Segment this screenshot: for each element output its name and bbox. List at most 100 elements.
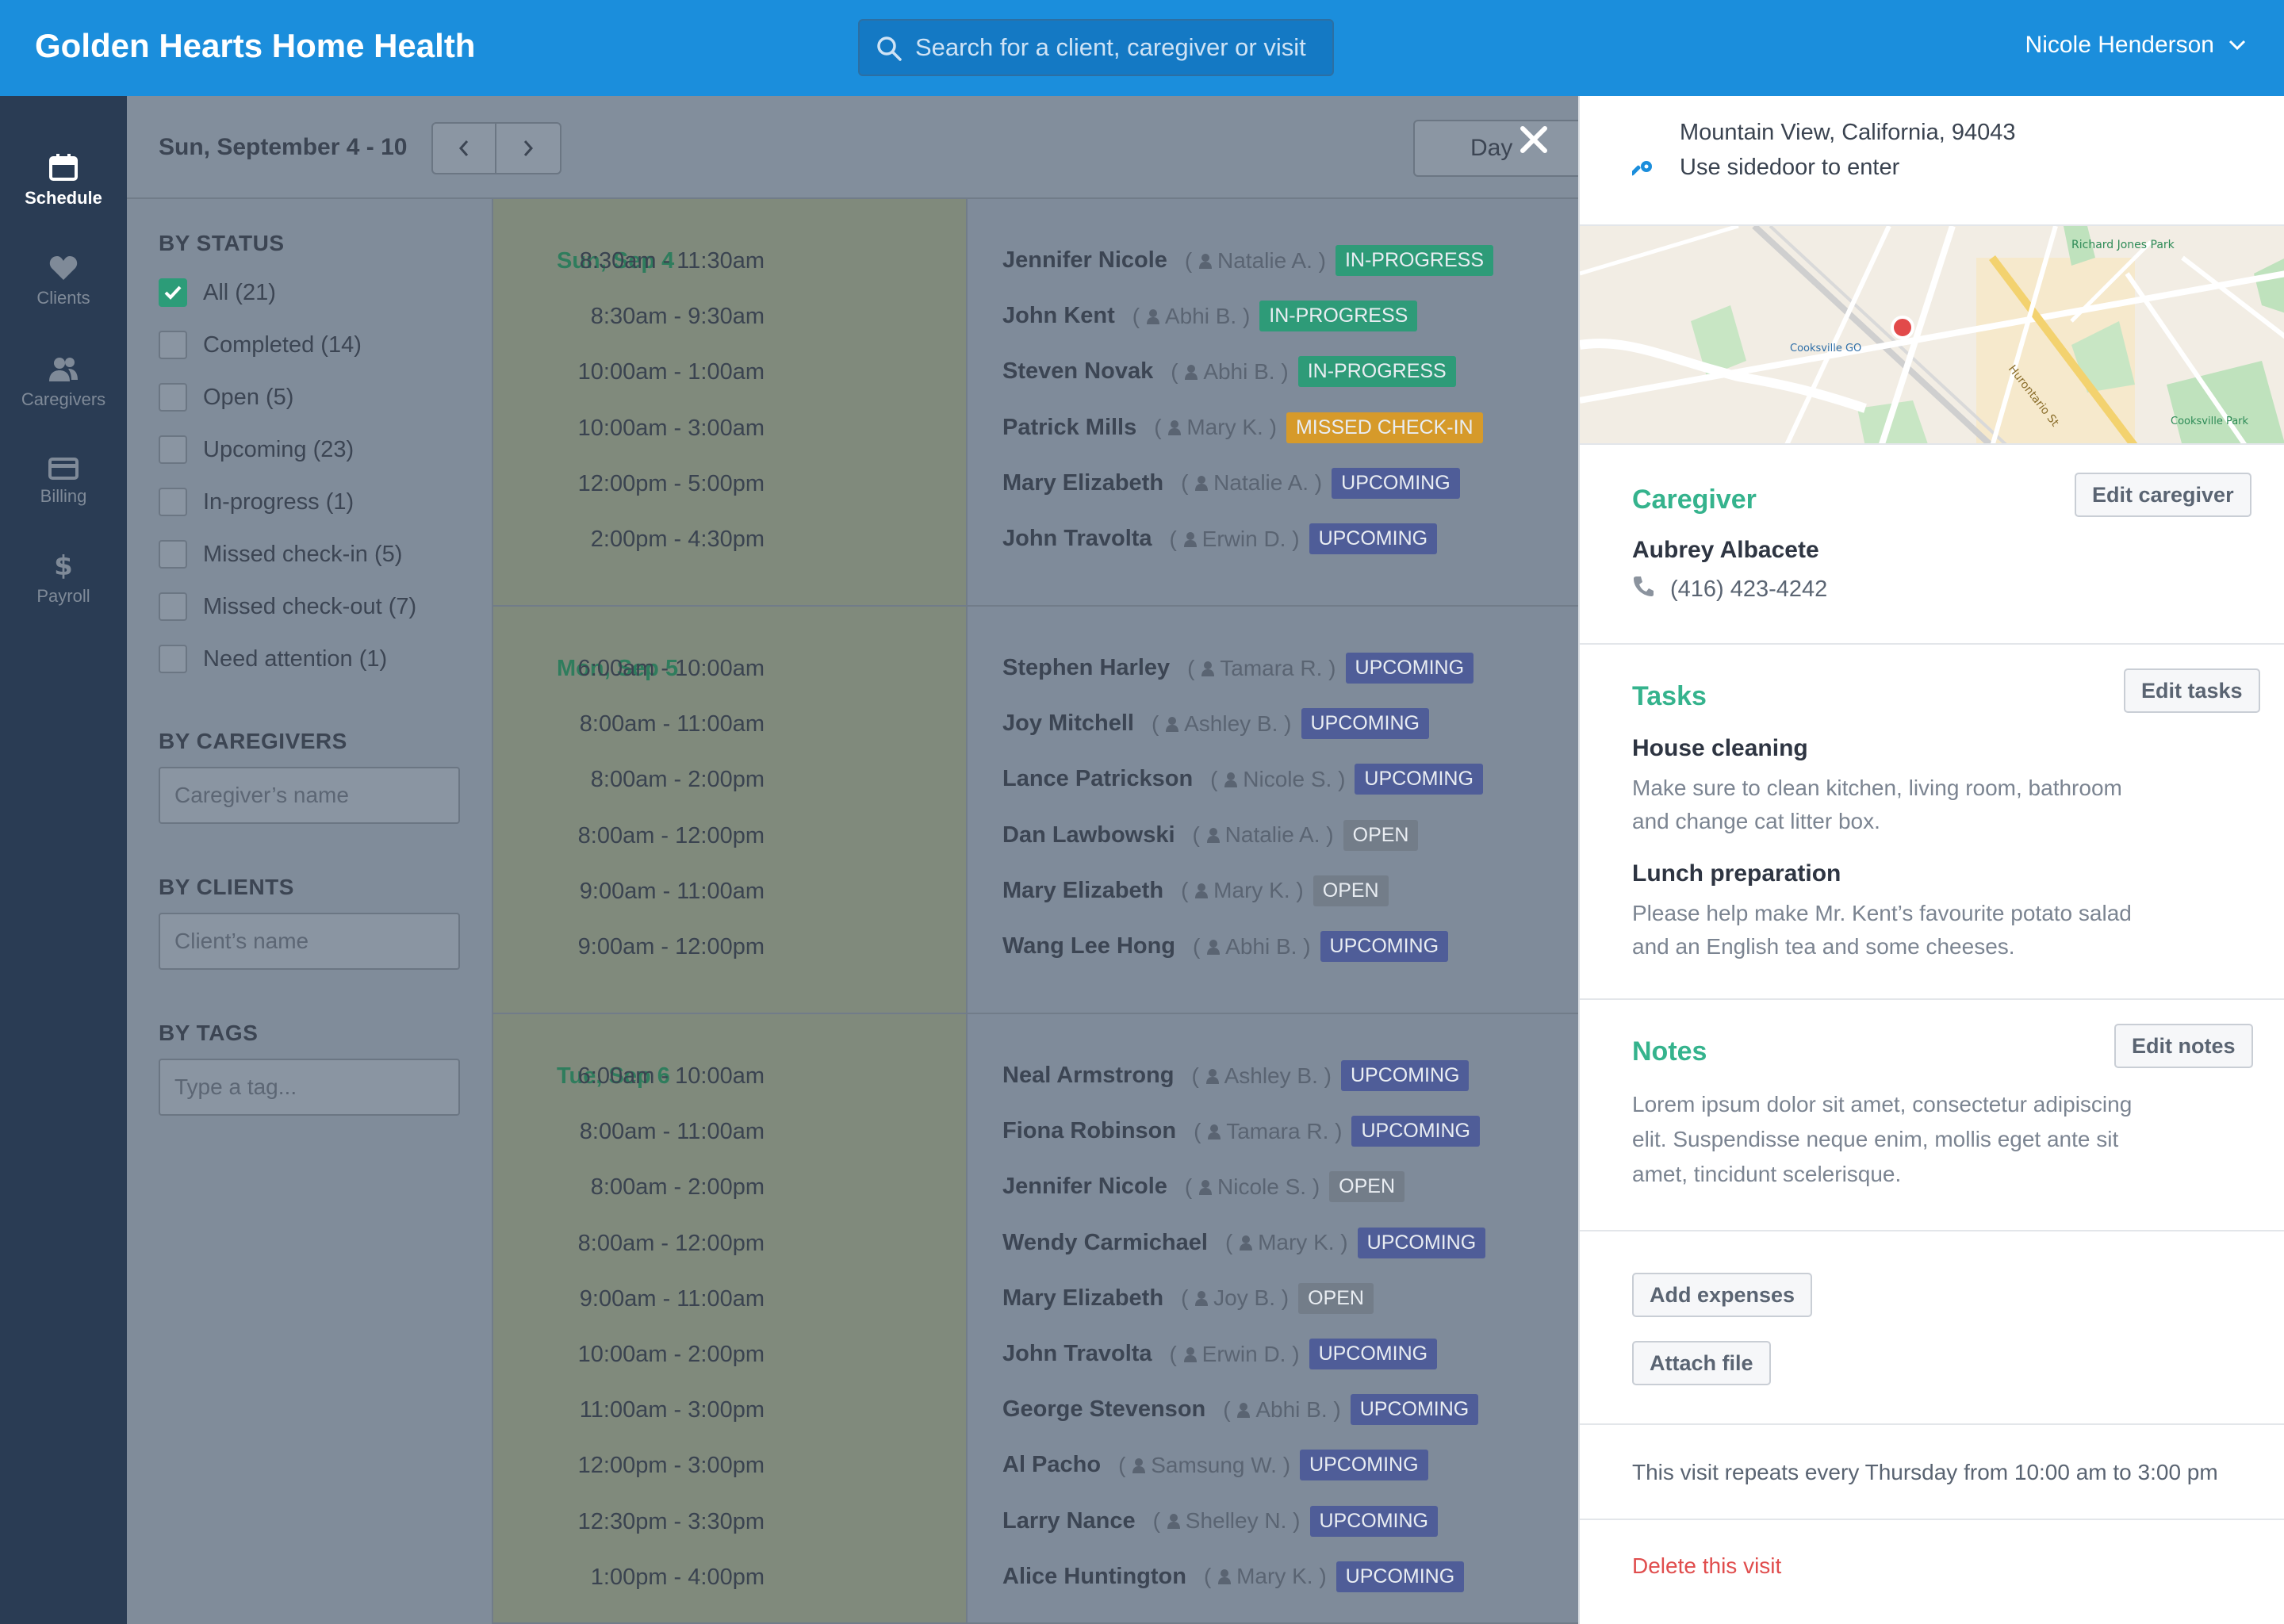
visit-client-name[interactable]: John Kent xyxy=(1002,303,1115,329)
visit-row[interactable]: Alice Huntington ( Mary K. ) UPCOMING xyxy=(1002,1561,1465,1592)
user-icon xyxy=(1168,420,1182,436)
visit-client-name[interactable]: Mary Elizabeth xyxy=(1002,469,1164,496)
visit-row[interactable]: Steven Novak ( Abhi B. ) IN-PROGRESS xyxy=(1002,356,1456,388)
user-icon xyxy=(1240,1235,1253,1251)
visit-client-name[interactable]: Lance Patrickson xyxy=(1002,766,1194,792)
status-checkbox[interactable] xyxy=(159,488,187,516)
visit-client-name[interactable]: Joy Mitchell xyxy=(1002,710,1134,737)
visit-row[interactable]: Neal Armstrong ( Ashley B. ) UPCOMING xyxy=(1002,1060,1470,1091)
visit-row[interactable]: Fiona Robinson ( Tamara R. ) UPCOMING xyxy=(1002,1116,1480,1147)
status-badge: UPCOMING xyxy=(1332,467,1460,499)
visit-client-name[interactable]: Jennifer Nicole xyxy=(1002,1174,1167,1200)
visit-row[interactable]: Mary Elizabeth ( Natalie A. ) UPCOMING xyxy=(1002,467,1460,499)
status-filter-option[interactable]: In-progress (1) xyxy=(159,488,354,516)
search-input[interactable]: Search for a client, caregiver or visit xyxy=(858,19,1334,76)
prev-week-button[interactable] xyxy=(431,122,496,174)
visit-client-name[interactable]: Wang Lee Hong xyxy=(1002,933,1176,959)
caregiver-name-input[interactable]: Caregiver’s name xyxy=(159,767,460,824)
visit-client-name[interactable]: Patrick Mills xyxy=(1002,414,1137,440)
visit-client-name[interactable]: John Travolta xyxy=(1002,1341,1152,1366)
day-view-button[interactable]: Day xyxy=(1413,120,1580,177)
nav-item-payroll[interactable]: $ Payroll xyxy=(0,551,127,607)
nav-item-clients[interactable]: Clients xyxy=(0,255,127,308)
visit-client-name[interactable]: Mary Elizabeth xyxy=(1002,1285,1164,1311)
status-badge: UPCOMING xyxy=(1351,1116,1480,1147)
visit-client-name[interactable]: George Stevenson xyxy=(1002,1396,1206,1423)
user-menu[interactable]: Nicole Henderson xyxy=(2025,32,2246,59)
visit-row[interactable]: Larry Nance ( Shelley N. ) UPCOMING xyxy=(1002,1505,1438,1537)
delete-visit-link[interactable]: Delete this visit xyxy=(1632,1553,1782,1578)
visit-row[interactable]: Lance Patrickson ( Nicole S. ) UPCOMING xyxy=(1002,764,1483,795)
status-filter-option[interactable]: Upcoming (23) xyxy=(159,435,354,464)
nav-item-caregivers[interactable]: Caregivers xyxy=(0,356,127,410)
status-filter-option[interactable]: Open (5) xyxy=(159,383,293,412)
visit-caregiver-name: Erwin D. xyxy=(1201,1341,1286,1366)
visit-row[interactable]: Joy Mitchell ( Ashley B. ) UPCOMING xyxy=(1002,708,1429,740)
visit-row[interactable]: Al Pacho ( Samsung W. ) UPCOMING xyxy=(1002,1450,1428,1481)
visit-row[interactable]: Dan Lawbowski ( Natalie A. ) OPEN xyxy=(1002,819,1419,851)
visit-row[interactable]: Mary Elizabeth ( Mary K. ) OPEN xyxy=(1002,875,1389,906)
location-map[interactable]: Richard Jones Park Cooksville GO Cooksvi… xyxy=(1580,224,2284,445)
nav-label-caregivers: Caregivers xyxy=(21,389,106,409)
status-checkbox[interactable] xyxy=(159,592,187,621)
user-icon xyxy=(1183,531,1197,547)
status-checkbox[interactable] xyxy=(159,383,187,412)
visit-row[interactable]: John Kent ( Abhi B. ) IN-PROGRESS xyxy=(1002,301,1418,332)
visit-client-name[interactable]: Neal Armstrong xyxy=(1002,1063,1175,1088)
status-filter-option[interactable]: Completed (14) xyxy=(159,331,362,359)
status-checkbox[interactable] xyxy=(159,540,187,569)
visit-row[interactable]: Stephen Harley ( Tamara R. ) UPCOMING xyxy=(1002,653,1474,684)
status-filter-option[interactable]: All (21) xyxy=(159,278,276,307)
add-expenses-button[interactable]: Add expenses xyxy=(1632,1273,1813,1317)
attach-file-button[interactable]: Attach file xyxy=(1632,1341,1771,1385)
edit-caregiver-button[interactable]: Edit caregiver xyxy=(2075,473,2251,517)
status-checkbox[interactable] xyxy=(159,645,187,673)
visit-row[interactable]: John Travolta ( Erwin D. ) UPCOMING xyxy=(1002,1339,1438,1369)
visit-client-name[interactable]: John Travolta xyxy=(1002,526,1152,551)
visit-row[interactable]: Patrick Mills ( Mary K. ) MISSED CHECK-IN xyxy=(1002,412,1483,443)
visit-row[interactable]: George Stevenson ( Abhi B. ) UPCOMING xyxy=(1002,1394,1479,1426)
status-filter-option[interactable]: Missed check-in (5) xyxy=(159,540,402,569)
visit-client-name[interactable]: Jennifer Nicole xyxy=(1002,247,1167,273)
visit-row[interactable]: Jennifer Nicole ( Nicole S. ) OPEN xyxy=(1002,1171,1405,1203)
app-title[interactable]: Golden Hearts Home Health xyxy=(35,27,476,64)
status-filter-option[interactable]: Need attention (1) xyxy=(159,645,387,673)
visit-caregiver-name: Abhi B. xyxy=(1203,358,1275,384)
status-checkbox[interactable] xyxy=(159,331,187,359)
nav-item-billing[interactable]: Billing xyxy=(0,458,127,507)
visit-client-name[interactable]: Alice Huntington xyxy=(1002,1563,1186,1589)
credit-card-icon xyxy=(48,458,79,480)
visit-caregiver: ( Natalie A. ) xyxy=(1181,470,1323,496)
visit-client-name[interactable]: Steven Novak xyxy=(1002,358,1154,385)
edit-notes-button[interactable]: Edit notes xyxy=(2114,1024,2253,1068)
status-filter-option[interactable]: Missed check-out (7) xyxy=(159,592,416,621)
visit-caregiver-name: Mary K. xyxy=(1186,415,1263,440)
tag-input[interactable]: Type a tag... xyxy=(159,1059,460,1116)
status-checkbox[interactable] xyxy=(159,278,187,307)
close-icon[interactable] xyxy=(1518,124,1550,155)
schedule-toolbar: Sun, September 4 - 10 Day xyxy=(127,96,1580,199)
visit-client-name[interactable]: Fiona Robinson xyxy=(1002,1118,1177,1144)
client-name-input[interactable]: Client’s name xyxy=(159,913,460,970)
visit-row[interactable]: Wang Lee Hong ( Abhi B. ) UPCOMING xyxy=(1002,931,1449,962)
user-icon xyxy=(1146,308,1159,324)
status-checkbox[interactable] xyxy=(159,435,187,464)
visit-row[interactable]: Mary Elizabeth ( Joy B. ) OPEN xyxy=(1002,1282,1374,1314)
status-badge: IN-PROGRESS xyxy=(1335,245,1494,276)
nav-label-schedule: Schedule xyxy=(25,188,102,208)
visit-client-name[interactable]: Stephen Harley xyxy=(1002,655,1171,680)
visit-client-name[interactable]: Al Pacho xyxy=(1002,1452,1102,1478)
day-label: Tue, Sep 6 xyxy=(557,1063,670,1089)
visit-row[interactable]: Wendy Carmichael ( Mary K. ) UPCOMING xyxy=(1002,1227,1486,1258)
caregiver-phone[interactable]: (416) 423-4242 xyxy=(1670,576,1828,602)
nav-item-schedule[interactable]: Schedule xyxy=(0,153,127,209)
visit-row[interactable]: Jennifer Nicole ( Natalie A. ) IN-PROGRESS xyxy=(1002,245,1494,276)
edit-tasks-button[interactable]: Edit tasks xyxy=(2124,668,2260,713)
visit-client-name[interactable]: Dan Lawbowski xyxy=(1002,822,1175,848)
visit-row[interactable]: John Travolta ( Erwin D. ) UPCOMING xyxy=(1002,523,1438,554)
visit-client-name[interactable]: Wendy Carmichael xyxy=(1002,1229,1208,1255)
visit-client-name[interactable]: Larry Nance xyxy=(1002,1507,1136,1534)
next-week-button[interactable] xyxy=(496,122,561,174)
status-badge: MISSED CHECK-IN xyxy=(1286,412,1483,443)
visit-client-name[interactable]: Mary Elizabeth xyxy=(1002,877,1164,903)
